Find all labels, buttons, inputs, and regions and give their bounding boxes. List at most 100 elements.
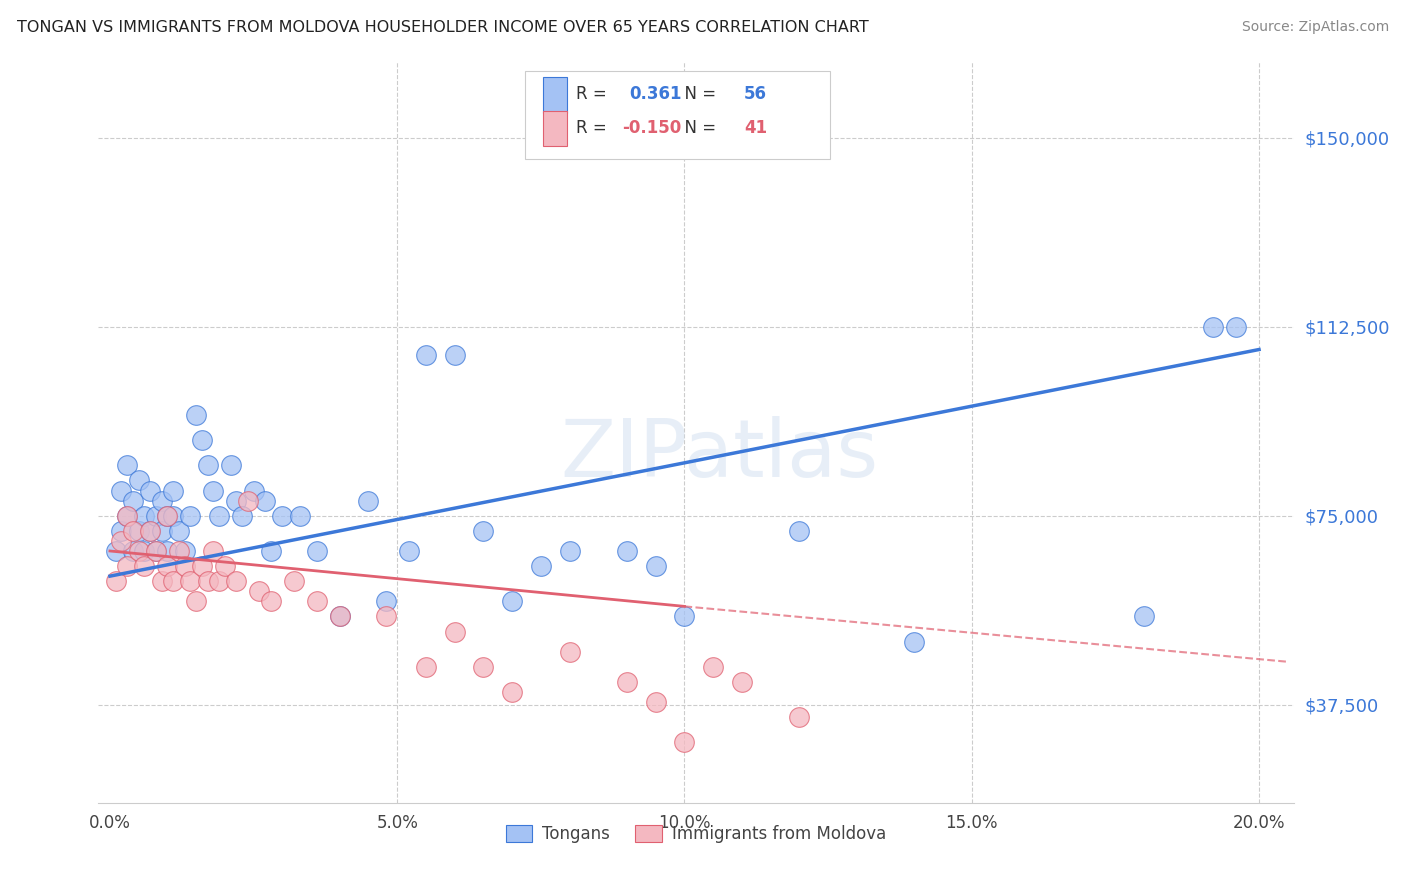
Point	[443, 624, 465, 639]
Point	[156, 544, 179, 558]
Point	[501, 685, 523, 699]
Legend: Tongans, Immigrants from Moldova: Tongans, Immigrants from Moldova	[499, 819, 893, 850]
Point	[162, 508, 184, 523]
Text: 41: 41	[744, 119, 766, 136]
Point	[1202, 319, 1225, 334]
Point	[616, 674, 638, 689]
Point	[1225, 319, 1247, 334]
Point	[191, 433, 214, 447]
Point	[260, 594, 283, 608]
Point	[150, 524, 173, 538]
Point	[134, 559, 156, 574]
Point	[128, 474, 150, 488]
Point	[145, 544, 167, 558]
Point	[145, 508, 167, 523]
Point	[128, 524, 150, 538]
Point	[104, 544, 127, 558]
Point	[197, 574, 219, 589]
Point	[558, 544, 581, 558]
Point	[156, 559, 179, 574]
Point	[254, 493, 277, 508]
Point	[145, 544, 167, 558]
Text: 56: 56	[744, 86, 766, 103]
Point	[374, 594, 396, 608]
Y-axis label: Householder Income Over 65 years: Householder Income Over 65 years	[0, 297, 7, 568]
Point	[558, 645, 581, 659]
Text: R =: R =	[576, 119, 613, 136]
Point	[731, 674, 754, 689]
Point	[673, 735, 696, 749]
Point	[208, 574, 231, 589]
Point	[247, 584, 270, 599]
Point	[110, 524, 132, 538]
Point	[472, 660, 495, 674]
Text: TONGAN VS IMMIGRANTS FROM MOLDOVA HOUSEHOLDER INCOME OVER 65 YEARS CORRELATION C: TONGAN VS IMMIGRANTS FROM MOLDOVA HOUSEH…	[17, 20, 869, 35]
Point	[202, 483, 225, 498]
Point	[139, 524, 162, 538]
Point	[260, 544, 283, 558]
Point	[472, 524, 495, 538]
Point	[184, 594, 207, 608]
FancyBboxPatch shape	[543, 78, 567, 112]
Point	[115, 508, 138, 523]
FancyBboxPatch shape	[524, 71, 830, 159]
Point	[134, 544, 156, 558]
Point	[150, 493, 173, 508]
Point	[501, 594, 523, 608]
Point	[225, 493, 247, 508]
Point	[288, 508, 311, 523]
Text: ZIPatlas: ZIPatlas	[561, 416, 879, 494]
Point	[242, 483, 264, 498]
Point	[329, 609, 352, 624]
Point	[214, 559, 236, 574]
Point	[122, 524, 145, 538]
Point	[616, 544, 638, 558]
Point	[139, 483, 162, 498]
Point	[231, 508, 253, 523]
Point	[236, 493, 259, 508]
Point	[156, 508, 179, 523]
Point	[443, 347, 465, 361]
Point	[1133, 609, 1156, 624]
Point	[398, 544, 420, 558]
Point	[179, 574, 201, 589]
Text: N =: N =	[675, 86, 721, 103]
Point	[415, 347, 437, 361]
Point	[115, 458, 138, 473]
Point	[415, 660, 437, 674]
Text: Source: ZipAtlas.com: Source: ZipAtlas.com	[1241, 20, 1389, 34]
Point	[104, 574, 127, 589]
FancyBboxPatch shape	[543, 111, 567, 146]
Text: N =: N =	[675, 119, 721, 136]
Point	[530, 559, 553, 574]
Point	[208, 508, 231, 523]
Point	[673, 609, 696, 624]
Point	[167, 524, 190, 538]
Point	[271, 508, 294, 523]
Point	[173, 544, 195, 558]
Point	[173, 559, 195, 574]
Point	[329, 609, 352, 624]
Point	[184, 408, 207, 422]
Point	[122, 493, 145, 508]
Point	[357, 493, 380, 508]
Point	[167, 544, 190, 558]
Point	[110, 483, 132, 498]
Point	[115, 559, 138, 574]
Point	[162, 483, 184, 498]
Point	[156, 508, 179, 523]
Point	[225, 574, 247, 589]
Point	[305, 544, 328, 558]
Text: R =: R =	[576, 86, 613, 103]
Point	[374, 609, 396, 624]
Point	[903, 634, 925, 648]
Point	[283, 574, 305, 589]
Point	[789, 524, 811, 538]
Text: -0.150: -0.150	[621, 119, 681, 136]
Point	[644, 695, 666, 709]
Point	[139, 524, 162, 538]
Point	[202, 544, 225, 558]
Point	[644, 559, 666, 574]
Point	[191, 559, 214, 574]
Text: 0.361: 0.361	[628, 86, 682, 103]
